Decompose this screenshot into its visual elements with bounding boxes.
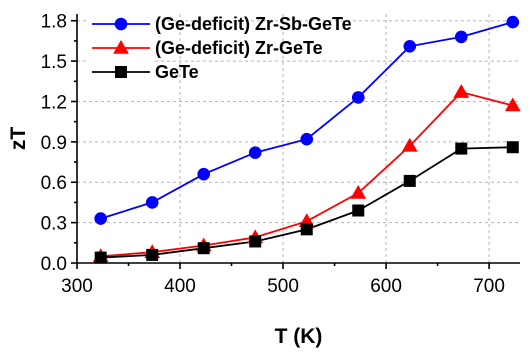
data-point-0 [94,212,107,225]
y-tick-label: 0.6 [41,173,67,194]
legend-item: (Ge-deficit) Zr-Sb-GeTe [88,12,352,34]
y-tick-label: 1.8 [41,12,67,33]
x-tick-label: 700 [473,276,505,297]
x-axis-title: T (K) [275,325,323,348]
series-markers [92,15,521,264]
y-tick-label: 1.5 [41,52,67,73]
data-point-1 [453,84,470,98]
ticks: 300 400 500 600 700 0.0 0.3 0.6 0.9 1.2 1.5 1.8 [41,12,505,297]
y-tick-label: 0.9 [41,133,67,154]
data-point-0 [351,91,365,104]
data-point-2 [146,248,159,261]
data-point-1 [401,137,418,152]
y-tick-label: 0.3 [41,214,67,235]
legend-label: (Ge-deficit) Zr-GeTe [155,38,323,58]
data-point-0 [454,30,468,44]
legend-label: GeTe [155,62,199,82]
data-point-2 [506,141,519,154]
x-tick-label: 500 [267,276,299,297]
legend-marker [115,66,127,78]
legend-marker [114,17,128,31]
legend: (Ge-deficit) Zr-Sb-GeTe (Ge-deficit) Zr-G… [88,12,352,82]
data-point-0 [506,15,520,29]
x-tick-label: 600 [370,276,402,297]
x-tick-label: 300 [61,276,93,297]
data-point-2 [300,223,313,236]
data-point-2 [94,251,107,264]
data-point-2 [249,235,262,248]
legend-item: (Ge-deficit) Zr-GeTe [88,36,323,58]
data-point-1 [504,97,521,112]
y-tick-label: 1.2 [41,92,67,113]
x-tick-label: 400 [164,276,196,297]
data-point-2 [352,204,365,217]
data-point-2 [197,242,210,255]
series-line-2 [100,146,513,259]
data-point-0 [403,40,417,53]
data-point-0 [197,167,211,181]
data-point-2 [455,142,468,155]
axes [76,14,520,264]
legend-marker [113,39,129,54]
data-point-0 [145,196,159,209]
data-point-0 [248,146,262,159]
data-point-1 [350,185,367,199]
data-point-0 [300,132,314,146]
data-point-2 [403,174,416,187]
y-axis-title: zT [7,127,30,151]
y-tick-label: 0.0 [41,254,67,275]
legend-label: (Ge-deficit) Zr-Sb-GeTe [155,14,352,34]
legend-item: GeTe [88,60,199,82]
